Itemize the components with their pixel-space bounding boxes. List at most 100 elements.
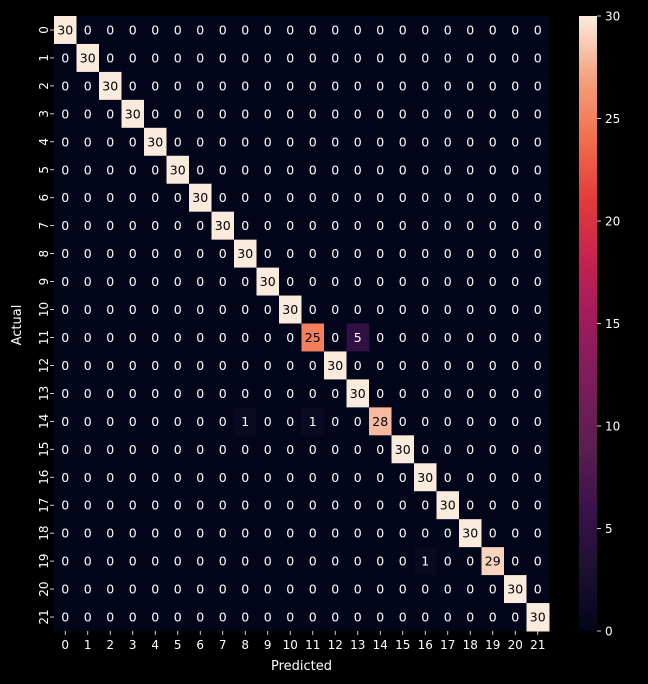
heatmap-cell: [391, 547, 415, 576]
cell-value-label: 0: [466, 274, 474, 289]
y-tick-label: 16: [37, 470, 51, 485]
cell-value-label: 0: [174, 78, 182, 93]
heatmap-cell: [234, 155, 257, 185]
heatmap-cell: [436, 463, 460, 492]
heatmap-cell: [211, 155, 235, 185]
heatmap-cell: [256, 267, 280, 297]
cell-value-label: 0: [241, 386, 249, 401]
heatmap-cell: [436, 575, 460, 604]
heatmap-cell: [459, 575, 482, 604]
cell-value-label: 0: [84, 582, 92, 597]
x-tick-label: 5: [174, 638, 182, 652]
cell-value-label: 0: [196, 442, 204, 457]
cell-value-label: 0: [61, 582, 69, 597]
cell-value-label: 0: [84, 610, 92, 625]
cell-value-label: 0: [489, 470, 497, 485]
cell-value-label: 0: [309, 470, 317, 485]
cell-value-label: 0: [444, 302, 452, 317]
heatmap-cell: [189, 407, 212, 436]
cell-value-label: 30: [395, 442, 411, 457]
heatmap-cell: [526, 211, 550, 241]
heatmap-cell: [54, 127, 77, 157]
y-tick-label: 0: [37, 26, 51, 34]
heatmap-cell: [301, 155, 325, 185]
heatmap-cell: [526, 239, 550, 269]
cell-value-label: 0: [106, 582, 114, 597]
cell-value-label: 0: [421, 330, 429, 345]
heatmap-cell: [189, 267, 212, 297]
cell-value-label: 0: [331, 386, 339, 401]
cell-value-label: 0: [174, 50, 182, 65]
heatmap-cell: [99, 99, 122, 129]
cell-value-label: 0: [106, 610, 114, 625]
heatmap-cell: [76, 71, 100, 101]
heatmap-cell: [436, 351, 460, 380]
x-tick-label: 11: [305, 638, 320, 652]
cell-value-label: 0: [241, 582, 249, 597]
heatmap-cell: [369, 99, 392, 129]
heatmap-cell: [121, 463, 145, 492]
heatmap-cell: [526, 519, 550, 548]
heatmap-cell: [211, 547, 235, 576]
heatmap-cell: [436, 491, 460, 520]
x-axis-label: Predicted: [271, 659, 332, 674]
heatmap-cell: [76, 379, 100, 408]
heatmap-cell: [526, 351, 550, 380]
heatmap-cell: [324, 43, 347, 73]
cell-value-label: 0: [196, 218, 204, 233]
cell-value-label: 1: [241, 414, 249, 429]
cell-value-label: 0: [84, 554, 92, 569]
heatmap-cell: [121, 127, 145, 157]
cell-value-label: 0: [241, 190, 249, 205]
heatmap-cell: [121, 295, 145, 324]
heatmap-cell: [504, 323, 527, 352]
heatmap-cell: [481, 43, 505, 73]
heatmap-cell: [346, 267, 370, 297]
cell-value-label: 0: [286, 274, 294, 289]
heatmap-cell: [414, 43, 437, 73]
cell-value-label: 0: [151, 414, 159, 429]
cell-value-label: 0: [219, 190, 227, 205]
heatmap-cell: [301, 295, 325, 324]
y-tick-label: 18: [37, 526, 51, 541]
heatmap-cell: [211, 407, 235, 436]
heatmap-cell: [121, 239, 145, 269]
heatmap-cell: [166, 16, 190, 45]
colorbar-tick-label: 30: [605, 10, 620, 24]
heatmap-cell: [369, 379, 392, 408]
heatmap-cell: [391, 16, 415, 45]
heatmap-cell: [279, 379, 302, 408]
cell-value-label: 0: [106, 106, 114, 121]
heatmap-cell: [391, 519, 415, 548]
cell-value-label: 0: [129, 246, 137, 261]
heatmap-cell: [211, 267, 235, 297]
colorbar: [579, 16, 597, 631]
cell-value-label: 0: [331, 470, 339, 485]
cell-value-label: 0: [399, 190, 407, 205]
cell-value-label: 0: [309, 22, 317, 37]
cell-value-label: 0: [444, 50, 452, 65]
cell-value-label: 0: [309, 106, 317, 121]
cell-value-label: 0: [444, 386, 452, 401]
cell-value-label: 0: [106, 442, 114, 457]
heatmap-cell: [391, 351, 415, 380]
cell-value-label: 0: [241, 78, 249, 93]
heatmap-cell: [76, 603, 100, 632]
cell-value-label: 0: [196, 246, 204, 261]
heatmap-cell: [144, 239, 167, 269]
y-tick-label: 3: [37, 110, 51, 118]
cell-value-label: 1: [421, 554, 429, 569]
heatmap-cell: [346, 16, 370, 45]
x-tick-label: 13: [350, 638, 365, 652]
heatmap-cell: [121, 99, 145, 129]
heatmap-cell: [54, 603, 77, 632]
heatmap-cell: [76, 323, 100, 352]
x-tick-label: 21: [530, 638, 545, 652]
cell-value-label: 0: [421, 274, 429, 289]
heatmap-cell: [436, 183, 460, 213]
cell-value-label: 0: [354, 190, 362, 205]
cell-value-label: 0: [286, 134, 294, 149]
y-tick-label: 15: [37, 442, 51, 457]
cell-value-label: 0: [241, 50, 249, 65]
cell-value-label: 0: [219, 526, 227, 541]
